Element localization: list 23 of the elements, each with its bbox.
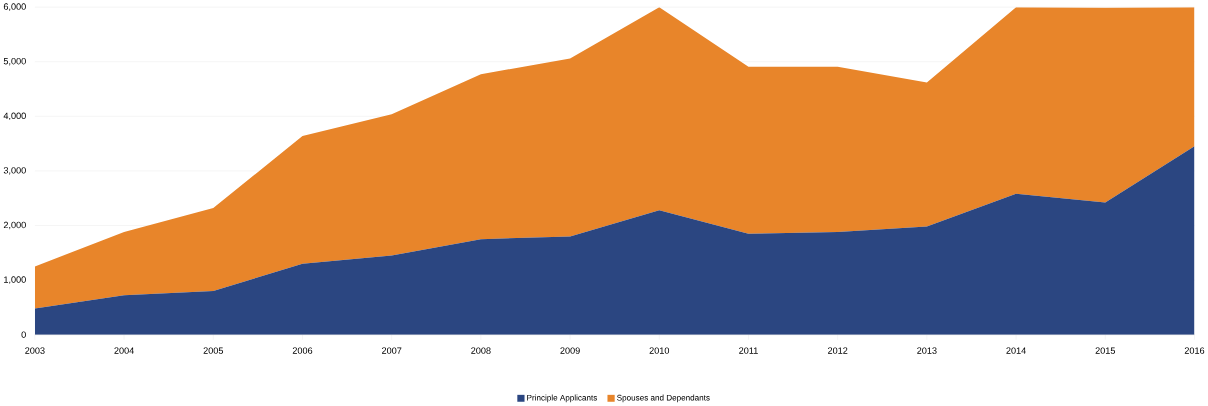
x-tick-label: 2008 bbox=[471, 347, 491, 354]
x-tick-label: 2016 bbox=[1184, 347, 1205, 354]
y-tick-label: 0 bbox=[21, 331, 26, 338]
y-tick-label: 3,000 bbox=[3, 167, 26, 175]
x-tick-label: 2011 bbox=[739, 347, 758, 354]
x-tick-label: 2012 bbox=[827, 347, 848, 354]
x-tick-label: 2010 bbox=[649, 347, 670, 354]
y-tick-label: 4,000 bbox=[3, 112, 26, 121]
x-tick-label: 2003 bbox=[25, 347, 45, 354]
legend-label: Spouses and Dependants bbox=[617, 394, 710, 403]
y-tick-label: 1,000 bbox=[4, 276, 26, 284]
x-tick-label: 2009 bbox=[560, 347, 580, 354]
y-tick-label: 6,000 bbox=[3, 3, 26, 11]
y-tick-label: 5,000 bbox=[3, 57, 26, 66]
legend-label: Principle Applicants bbox=[527, 394, 597, 403]
y-tick-label: 2,000 bbox=[3, 221, 26, 230]
x-tick-label: 2014 bbox=[1006, 347, 1026, 354]
x-tick-label: 2013 bbox=[917, 347, 937, 354]
x-tick-label: 2006 bbox=[292, 347, 313, 354]
x-tick-label: 2007 bbox=[382, 347, 402, 354]
x-tick-label: 2004 bbox=[114, 347, 134, 354]
x-tick-label: 2015 bbox=[1095, 347, 1116, 354]
x-tick-label: 2005 bbox=[203, 347, 224, 354]
